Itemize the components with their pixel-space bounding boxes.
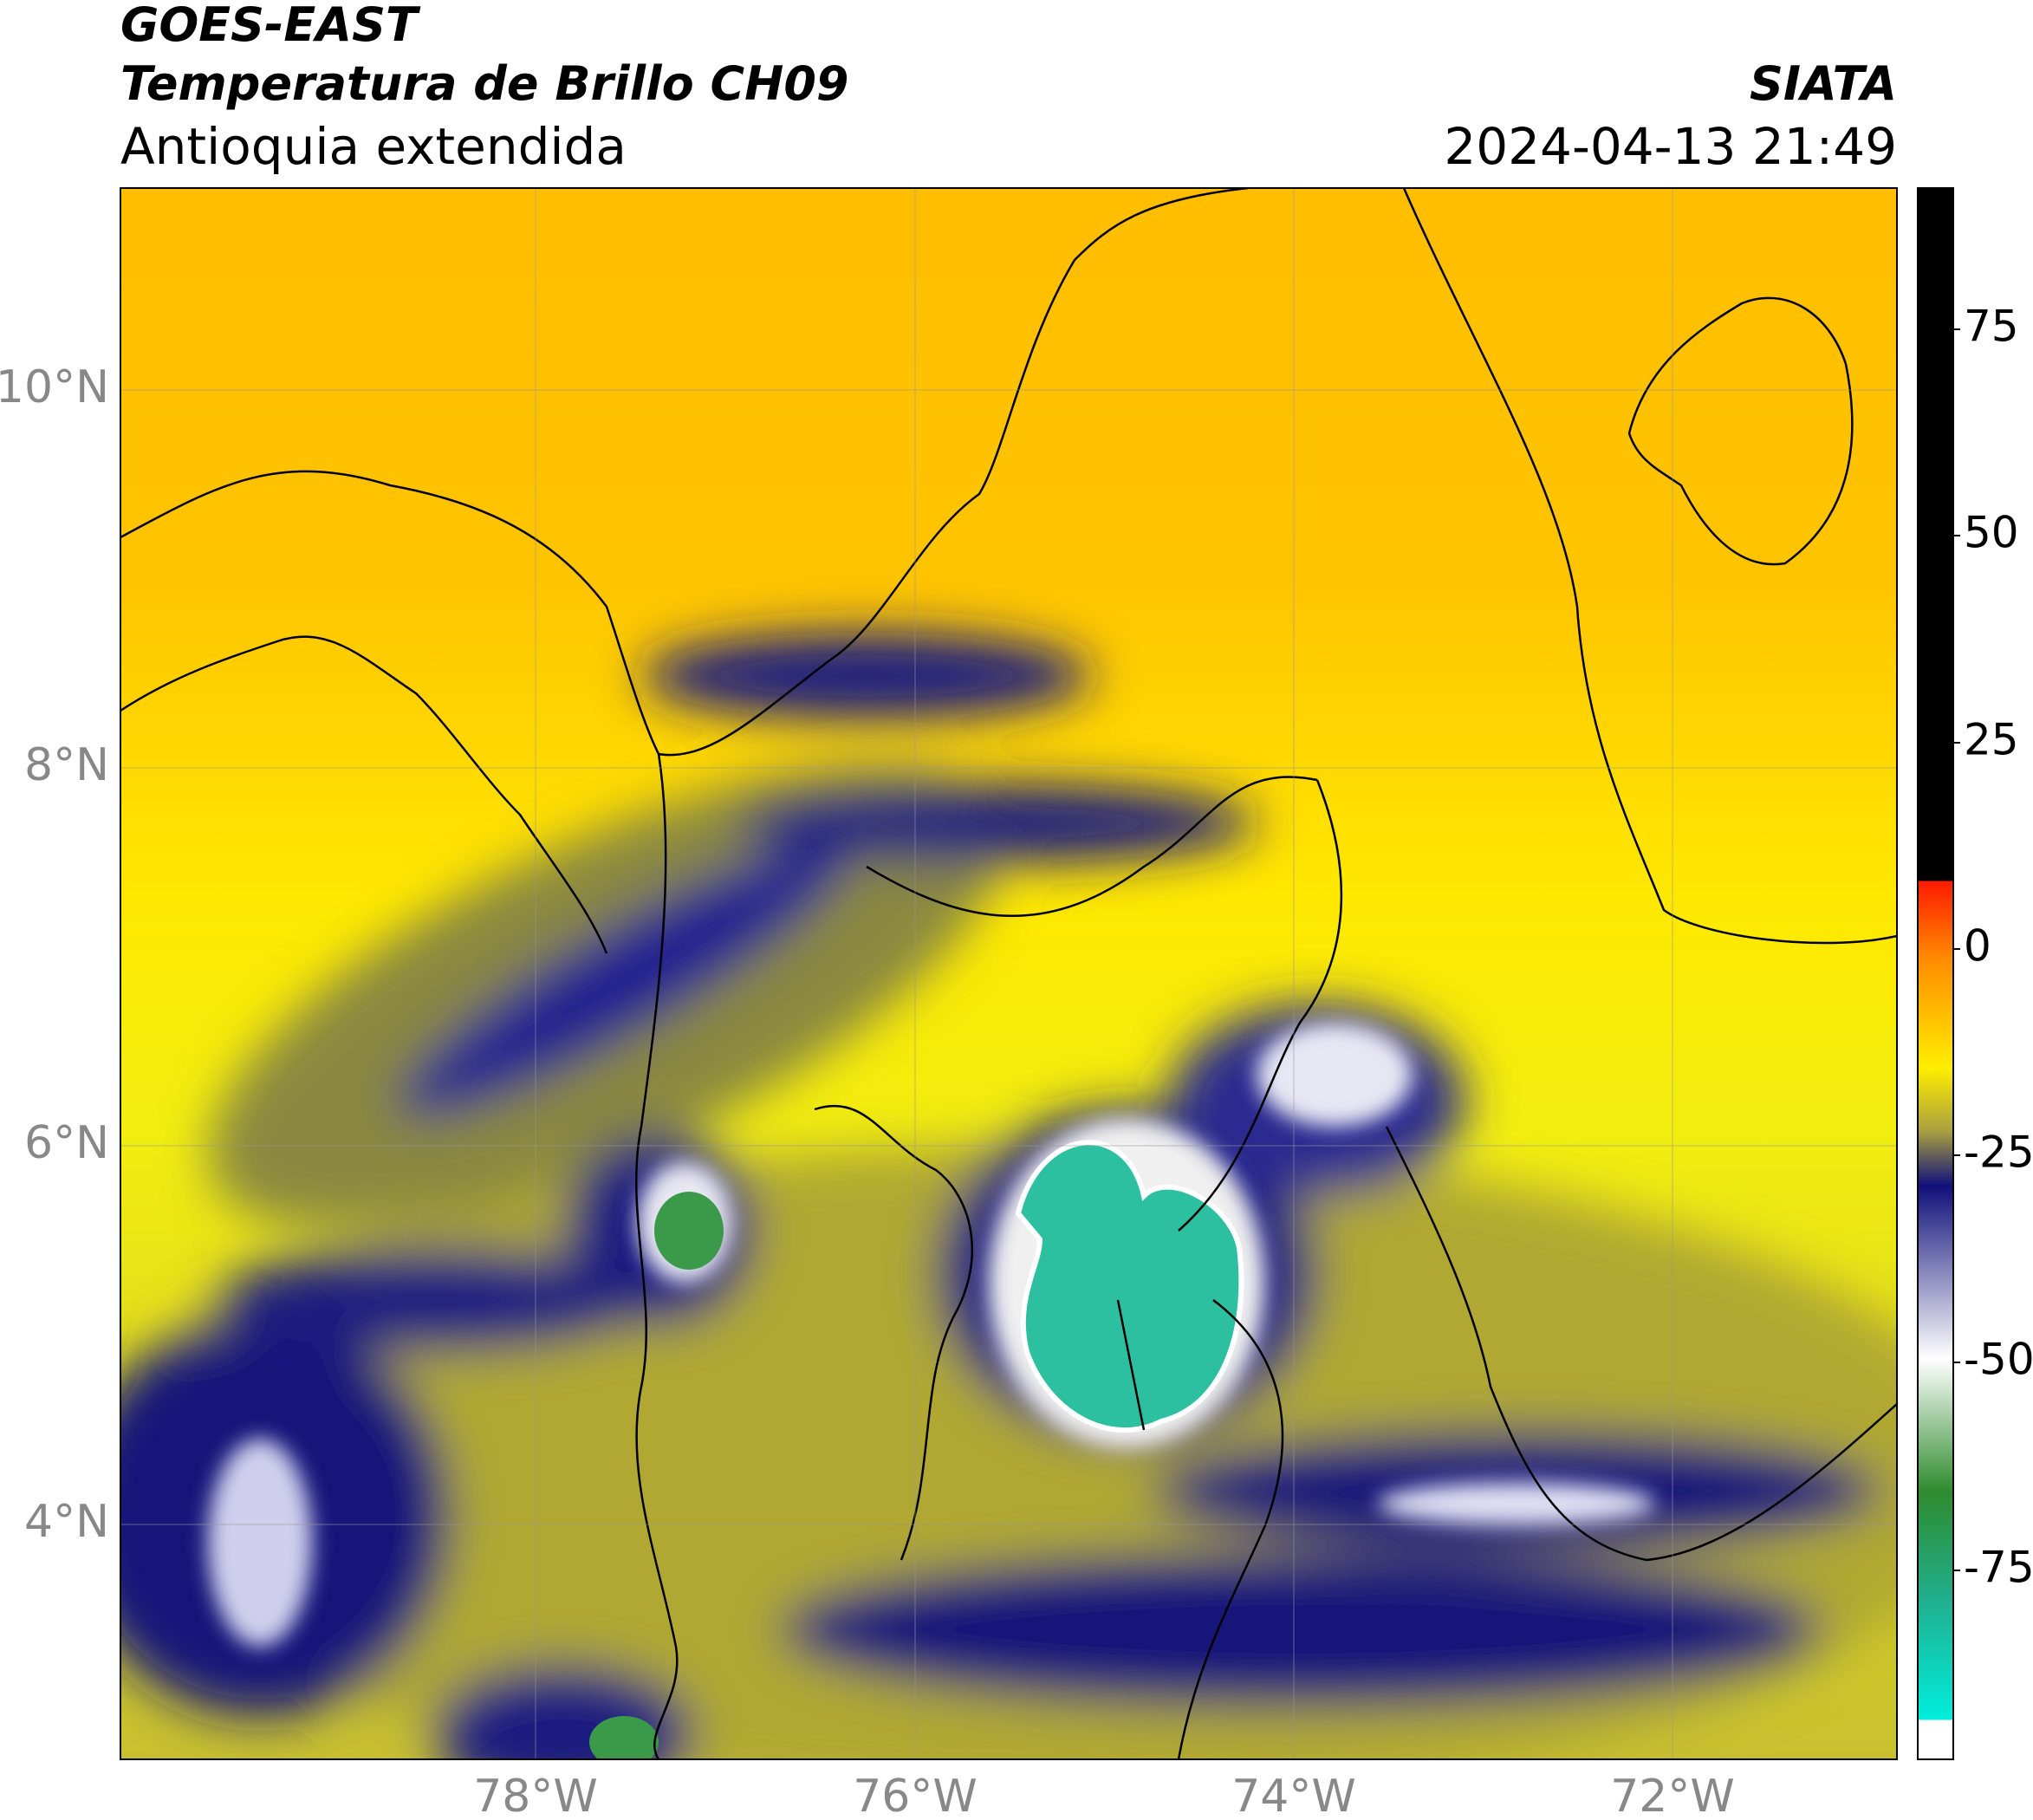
lat-tick-label: 10°N <box>0 361 109 413</box>
region: Antioquia extendida <box>120 117 627 176</box>
lon-tick-label: 74°W <box>1231 1771 1356 1820</box>
lat-tick-label: 4°N <box>24 1496 109 1548</box>
colorbar-tick-label: 25 <box>1964 715 2019 765</box>
gridlines <box>120 188 1897 1759</box>
lat-tick-label: 8°N <box>24 739 109 791</box>
boundaries <box>120 188 1897 1759</box>
lon-tick-label: 78°W <box>473 1771 598 1820</box>
colorbar-tick-label: -25 <box>1964 1128 2033 1178</box>
colorbar <box>1917 187 1954 1760</box>
source: SIATA <box>1749 56 1897 111</box>
map-frame <box>120 187 1898 1760</box>
subtitle: Temperatura de Brillo CH09 <box>120 56 849 111</box>
lon-tick-label: 72°W <box>1610 1771 1735 1820</box>
lon-tick-label: 76°W <box>853 1771 978 1820</box>
colorbar-tick-label: 75 <box>1964 302 2019 352</box>
title: GOES-EAST <box>120 0 418 52</box>
lat-tick-label: 6°N <box>24 1117 109 1169</box>
colorbar-tick-label: 50 <box>1964 508 2019 558</box>
colorbar-tick-label: 0 <box>1964 921 1991 972</box>
colorbar-tick-label: -50 <box>1964 1335 2033 1385</box>
datetime: 2024-04-13 21:49 <box>1444 117 1897 176</box>
colorbar-tick-label: -75 <box>1964 1543 2033 1593</box>
satellite-image <box>120 188 1897 1759</box>
